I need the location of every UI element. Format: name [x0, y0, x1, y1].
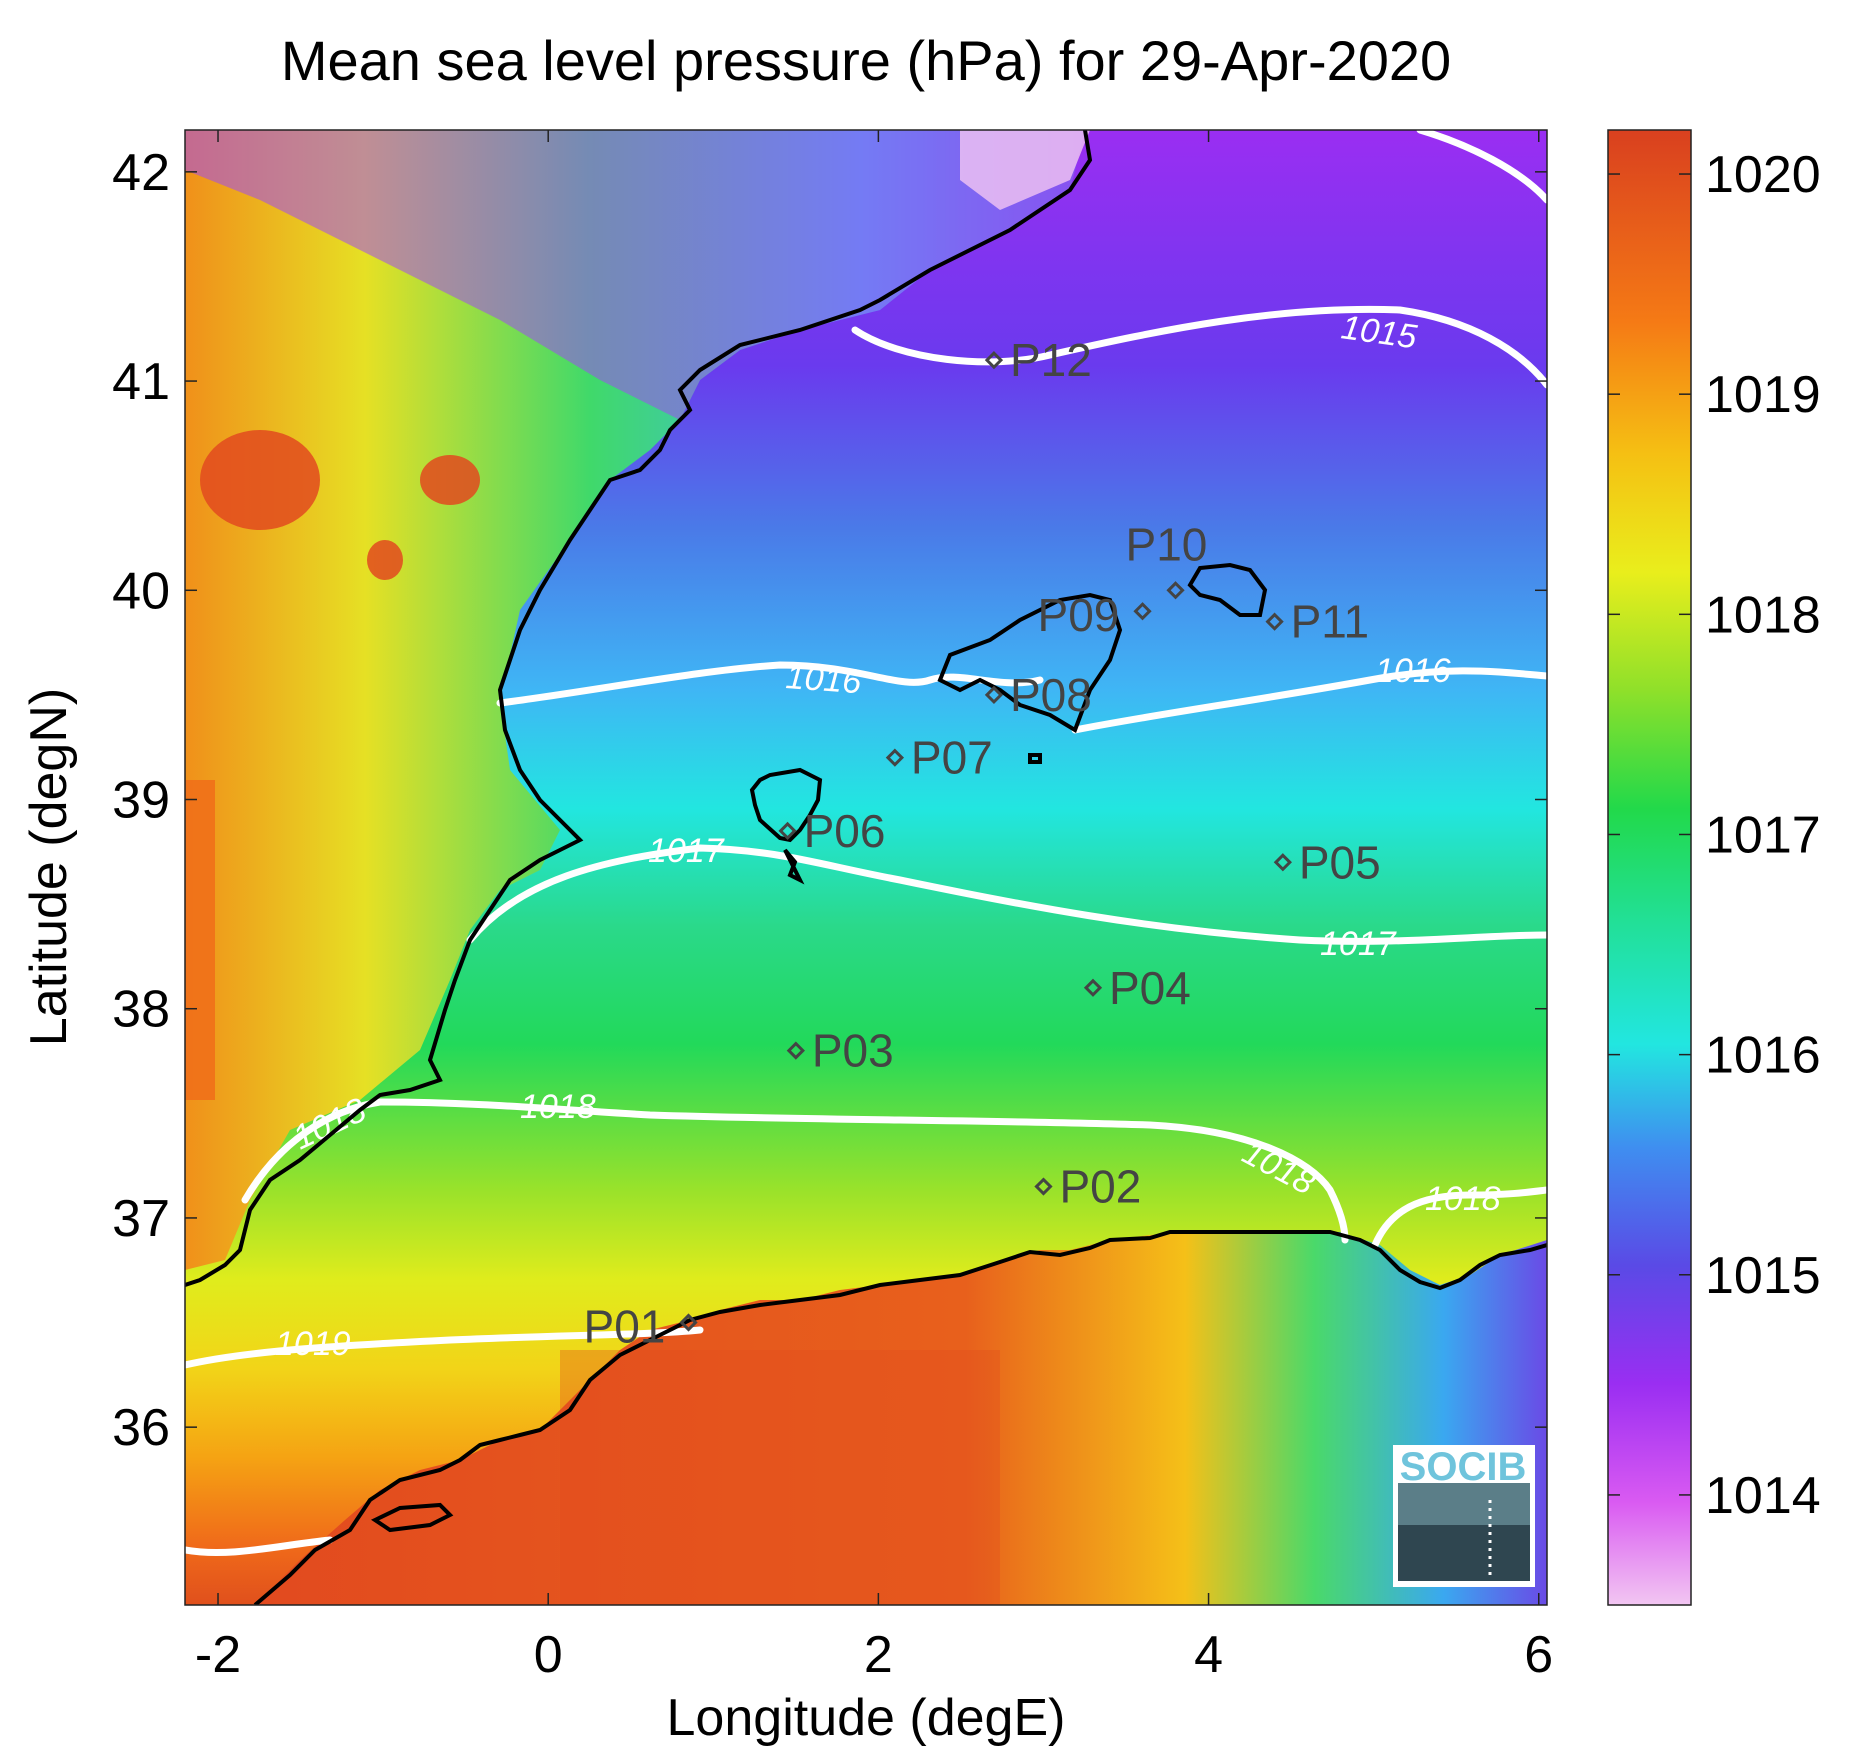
- station-marker: [1083, 978, 1103, 997]
- isobar-1019-s: [185, 1536, 334, 1557]
- station-p03: P03: [786, 1025, 894, 1077]
- y-tick-label: 39: [112, 772, 170, 830]
- x-tick-label: -2: [195, 1626, 241, 1684]
- station-label: P12: [1010, 334, 1092, 386]
- y-tick-label: 41: [112, 353, 170, 411]
- station-marker: [778, 821, 797, 841]
- station-p05: P05: [1273, 836, 1381, 888]
- svg-text:SOCIB: SOCIB: [1400, 1445, 1527, 1489]
- station-p07: P07: [885, 732, 993, 784]
- station-p08: P08: [984, 669, 1092, 721]
- station-marker: [679, 1313, 698, 1332]
- chart-title: Mean sea level pressure (hPa) for 29-Apr…: [281, 29, 1451, 92]
- station-label: P06: [804, 805, 886, 857]
- station-label: P10: [1126, 518, 1208, 570]
- y-tick-label: 42: [112, 144, 170, 202]
- axes-frame: [184, 129, 1548, 1606]
- y-tick-label: 38: [112, 981, 170, 1039]
- socib-logo: SOCIB: [1393, 1445, 1535, 1587]
- isobar-1019: [185, 1326, 704, 1369]
- colorbar: [1607, 129, 1692, 1606]
- station-marker: [984, 685, 1004, 705]
- station-label: P01: [584, 1301, 666, 1353]
- cbar-tick-label: 1015: [1705, 1247, 1821, 1305]
- pink-patch: [960, 130, 1090, 210]
- station-label: P08: [1010, 669, 1092, 721]
- svg-text:1017: 1017: [1320, 925, 1397, 963]
- x-tick-label: 0: [534, 1626, 563, 1684]
- isobar-1018-e: [1371, 1186, 1547, 1249]
- svg-text:1019: 1019: [275, 1325, 351, 1363]
- isobar-labels: 1015 1016 1016 1017 1017 1018 1018 1018 …: [275, 308, 1501, 1363]
- isobar-1015-ne: [1416, 130, 1547, 204]
- x-axis-label: Longitude (degE): [667, 1689, 1066, 1747]
- station-marker: [1166, 581, 1185, 600]
- isobar-1016-w: [496, 661, 1044, 707]
- station-label: P02: [1059, 1161, 1141, 1213]
- y-axis-label: Latitude (degN): [20, 688, 78, 1046]
- svg-text:1016: 1016: [1375, 652, 1451, 690]
- cbar-tick-label: 1020: [1705, 146, 1821, 204]
- x-tick-label: 4: [1194, 1626, 1223, 1684]
- station-marker: [1265, 612, 1284, 631]
- x-tick-label: 6: [1524, 1626, 1553, 1684]
- station-marker: [885, 748, 905, 767]
- station-label: P11: [1291, 596, 1369, 648]
- iberia-land: [185, 130, 1085, 1270]
- station-p01: P01: [584, 1301, 698, 1353]
- north-africa-land: [255, 1232, 1547, 1605]
- africa-red-band: [560, 1350, 1000, 1605]
- hot-spot: [420, 455, 480, 505]
- isobars: [185, 130, 1547, 1557]
- y-tick-label: 36: [112, 1399, 170, 1457]
- isobar-1015: [851, 305, 1547, 389]
- x-axis: -2 0 2 4 6: [195, 130, 1553, 1684]
- cbar-tick-label: 1014: [1705, 1467, 1821, 1525]
- isobar-1018: [241, 1098, 1349, 1244]
- x-tick-label: 2: [864, 1626, 893, 1684]
- cbar-tick-label: 1017: [1705, 806, 1821, 864]
- station-label: P07: [911, 732, 993, 784]
- y-tick-label: 37: [112, 1190, 170, 1248]
- station-label: P09: [1038, 589, 1120, 641]
- station-p12: P12: [984, 334, 1092, 386]
- hot-edge: [185, 780, 215, 1100]
- station-label: P05: [1299, 836, 1381, 888]
- coastline: [185, 130, 1547, 1605]
- station-p04: P04: [1083, 962, 1191, 1014]
- y-axis: 36 37 38 39 40 41 42: [112, 144, 1547, 1457]
- station-marker: [1273, 853, 1292, 872]
- map-area: 1015 1016 1016 1017 1017 1018 1018 1018 …: [185, 130, 1547, 1605]
- station-p02: P02: [1034, 1161, 1141, 1213]
- hot-spot: [200, 430, 320, 530]
- svg-text:1018: 1018: [520, 1088, 596, 1126]
- station-p10: P10: [1126, 518, 1208, 600]
- station-label: P03: [812, 1025, 894, 1077]
- northern-low: [185, 130, 1085, 420]
- station-label: P04: [1109, 962, 1191, 1014]
- isobar-1017: [466, 844, 1547, 945]
- station-marker: [984, 351, 1004, 370]
- cbar-tick-label: 1016: [1705, 1027, 1821, 1085]
- y-tick-label: 40: [112, 562, 170, 620]
- isobar-1016-e: [1071, 667, 1547, 734]
- station-marker: [786, 1041, 805, 1060]
- hot-spot: [367, 540, 403, 580]
- station-p06: P06: [778, 805, 886, 857]
- cbar-tick-label: 1018: [1705, 586, 1821, 644]
- svg-text:1016: 1016: [784, 658, 862, 701]
- cbar-tick-label: 1019: [1705, 366, 1821, 424]
- svg-text:1017: 1017: [648, 832, 725, 870]
- station-marker: [1034, 1177, 1053, 1196]
- station-p09: P09: [1038, 589, 1152, 641]
- station-marker: [1133, 602, 1152, 621]
- station-p11: P11: [1265, 596, 1369, 648]
- svg-text:1018: 1018: [1425, 1180, 1501, 1218]
- colorbar-ticks: 1014 1015 1016 1017 1018 1019 1020: [1608, 146, 1821, 1525]
